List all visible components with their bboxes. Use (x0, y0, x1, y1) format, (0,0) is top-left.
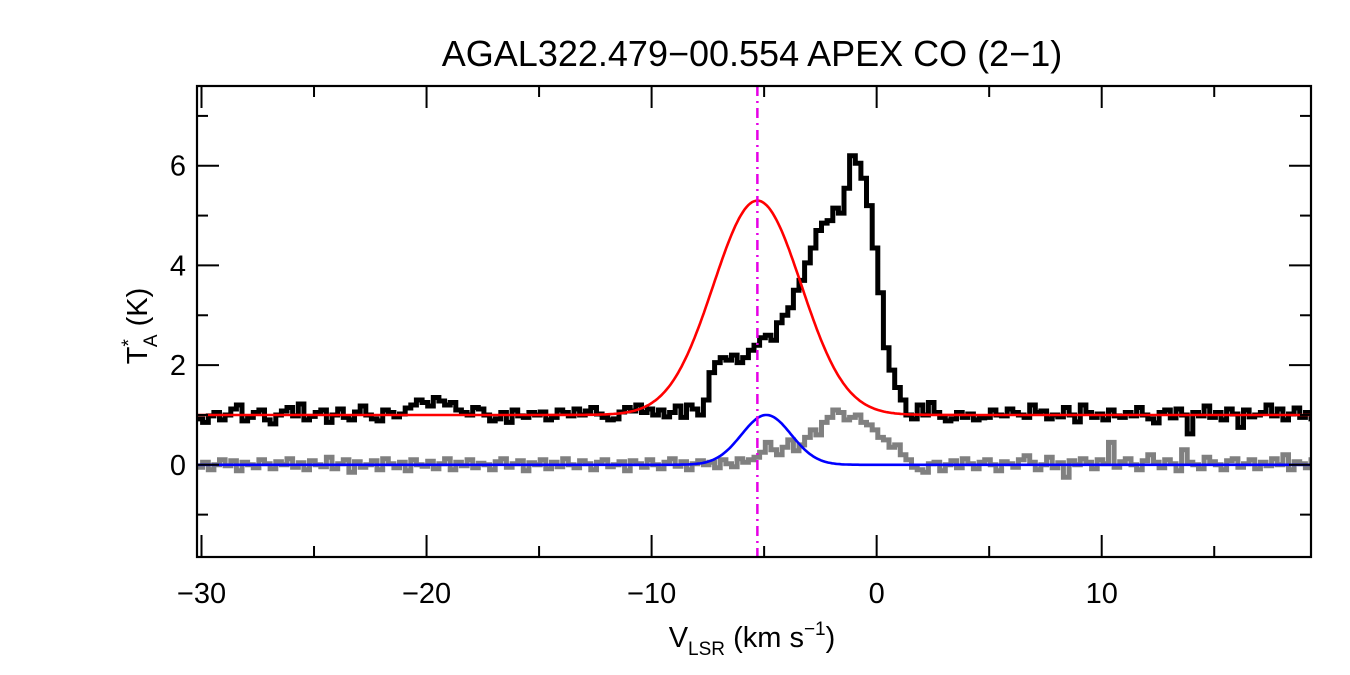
y-axis-ticks: 0 2 4 6 (170, 114, 1311, 516)
plot-frame-border (195, 84, 1313, 559)
plot-frame (195, 84, 1313, 559)
y-tick-label: 2 (170, 350, 186, 382)
x-axis-ticks: −30 −20 −10 0 10 (177, 86, 1216, 610)
series-observed-spectrum (197, 153, 1311, 437)
x-tick-label: −10 (627, 578, 676, 610)
x-axis-label: VLSR (km s−1) (669, 619, 836, 660)
y-tick-label: 6 (170, 151, 186, 183)
x-tick-label: 10 (1086, 578, 1118, 610)
x-tick-label: −20 (402, 578, 451, 610)
x-tick-label: 0 (869, 578, 885, 610)
series-gaussian-fit-reference- (197, 413, 1311, 467)
series-gaussian-fit-observed- (197, 199, 1311, 417)
chart-title: AGAL322.479−00.554 APEX CO (2−1) (442, 33, 1062, 74)
plot-series (197, 86, 1311, 557)
y-tick-label: 0 (170, 450, 186, 482)
y-tick-label: 4 (170, 250, 186, 282)
y-axis-label: T*A (K) (119, 288, 162, 365)
x-tick-label: −30 (177, 578, 226, 610)
